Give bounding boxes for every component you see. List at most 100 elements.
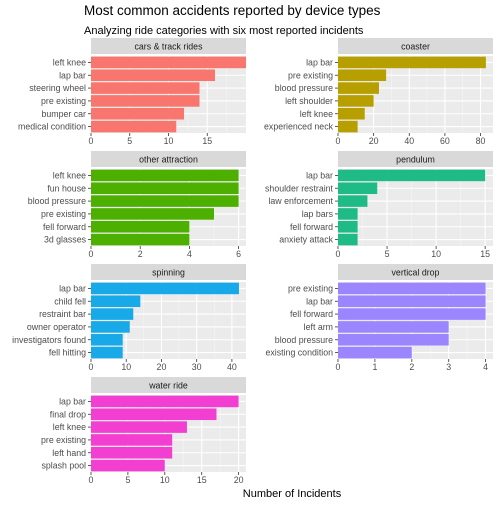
facet-panel: spinning lap bar child fell restraint bar ow… <box>12 264 246 372</box>
facet-strip-label: vertical drop <box>392 268 440 278</box>
y-tick-label: bumper car <box>42 109 87 119</box>
x-tick-label: 20 <box>369 136 379 146</box>
x-tick-label: 5 <box>385 249 390 259</box>
x-tick-label: 0 <box>89 136 94 146</box>
y-tick-label: pre existing <box>288 283 333 293</box>
bar <box>91 308 134 320</box>
facet-strip <box>338 264 493 280</box>
bar <box>91 182 239 195</box>
x-tick-label: 5 <box>127 136 132 146</box>
bar <box>91 459 165 472</box>
y-tick-label: final drop <box>50 409 86 419</box>
bar <box>91 282 239 295</box>
x-tick-label: 0 <box>336 136 341 146</box>
x-tick-label: 10 <box>160 475 170 485</box>
bar <box>91 395 239 408</box>
facet-strip-label: coaster <box>401 42 430 52</box>
y-tick-label: splash pool <box>41 461 86 471</box>
bar <box>338 321 449 333</box>
y-tick-label: lap bars <box>302 209 334 219</box>
x-tick-label: 80 <box>476 136 486 146</box>
y-tick-label: blood pressure <box>275 83 333 93</box>
bar <box>338 333 449 346</box>
bar <box>338 169 486 182</box>
bar <box>91 408 217 421</box>
facet-panel: other attraction left knee fun house blood … <box>28 151 246 259</box>
x-tick-label: 3 <box>446 362 451 372</box>
y-tick-label: fell forward <box>290 309 333 319</box>
bar <box>338 195 368 207</box>
y-tick-label: medical condition <box>18 122 86 132</box>
x-tick-label: 0 <box>89 475 94 485</box>
x-axis-title: Number of Incidents <box>243 488 342 500</box>
x-tick-label: 15 <box>202 136 212 146</box>
x-tick-label: 10 <box>164 136 174 146</box>
bar <box>338 295 486 308</box>
y-tick-label: left knee <box>53 422 86 432</box>
y-tick-label: left knee <box>53 57 86 67</box>
bar <box>91 434 173 446</box>
x-tick-label: 0 <box>89 362 94 372</box>
x-tick-label: 15 <box>197 475 207 485</box>
y-tick-label: pre existing <box>41 96 86 106</box>
bar <box>338 282 486 295</box>
facet-strip-label: water ride <box>148 381 188 391</box>
y-tick-label: left arm <box>304 322 333 332</box>
bar <box>338 82 379 94</box>
bar <box>338 308 486 320</box>
y-tick-label: left shoulder <box>285 96 333 106</box>
panel-background <box>338 56 493 133</box>
y-tick-label: left hand <box>52 448 86 458</box>
y-tick-label: investigators found <box>12 335 86 345</box>
facet-strip-label: cars & track rides <box>135 42 204 52</box>
facet-strip <box>91 38 246 54</box>
facet-panel: water ride lap bar final drop left knee pre … <box>41 377 246 485</box>
x-tick-label: 40 <box>404 136 414 146</box>
bar <box>91 107 184 120</box>
y-tick-label: lap bar <box>59 396 86 406</box>
x-tick-label: 60 <box>440 136 450 146</box>
x-tick-label: 20 <box>157 362 167 372</box>
bar <box>338 220 358 233</box>
panel-background <box>338 169 493 246</box>
y-tick-label: 3d glasses <box>44 235 87 245</box>
y-tick-label: owner operator <box>27 322 86 332</box>
bar <box>338 120 358 133</box>
bar <box>91 95 200 107</box>
bar <box>91 295 141 308</box>
y-tick-label: lap bar <box>306 170 333 180</box>
x-tick-label: 0 <box>336 249 341 259</box>
y-tick-label: lap bar <box>59 70 86 80</box>
facet-strip <box>338 151 493 167</box>
y-tick-label: fell forward <box>43 222 86 232</box>
x-tick-label: 2 <box>409 362 414 372</box>
bar <box>91 208 215 220</box>
bar <box>91 333 123 346</box>
bar <box>91 120 177 133</box>
panel-background <box>91 282 246 359</box>
panel-background <box>91 169 246 246</box>
facet-strip <box>338 38 493 54</box>
facet-panel: coaster lap bar pre existing blood pressure… <box>264 38 493 146</box>
facet-panel: pendulum lap bar shoulder restraint law enf… <box>265 151 493 259</box>
facet-strip <box>91 377 246 393</box>
bar <box>91 220 190 233</box>
bar <box>91 346 123 359</box>
bar <box>338 346 412 359</box>
x-tick-label: 15 <box>480 249 490 259</box>
y-tick-label: left knee <box>300 109 333 119</box>
chart-title: Most common accidents reported by device… <box>84 3 381 18</box>
bar <box>91 82 200 94</box>
y-tick-label: restraint bar <box>39 309 86 319</box>
x-tick-label: 5 <box>125 475 130 485</box>
x-tick-label: 0 <box>89 249 94 259</box>
x-tick-label: 10 <box>431 249 441 259</box>
x-tick-label: 20 <box>234 475 244 485</box>
x-tick-label: 4 <box>187 249 192 259</box>
bar <box>338 69 387 82</box>
facet-strip-label: spinning <box>152 268 185 278</box>
bar <box>338 56 486 69</box>
y-tick-label: shoulder restraint <box>265 183 334 193</box>
y-tick-label: lap bar <box>59 283 86 293</box>
